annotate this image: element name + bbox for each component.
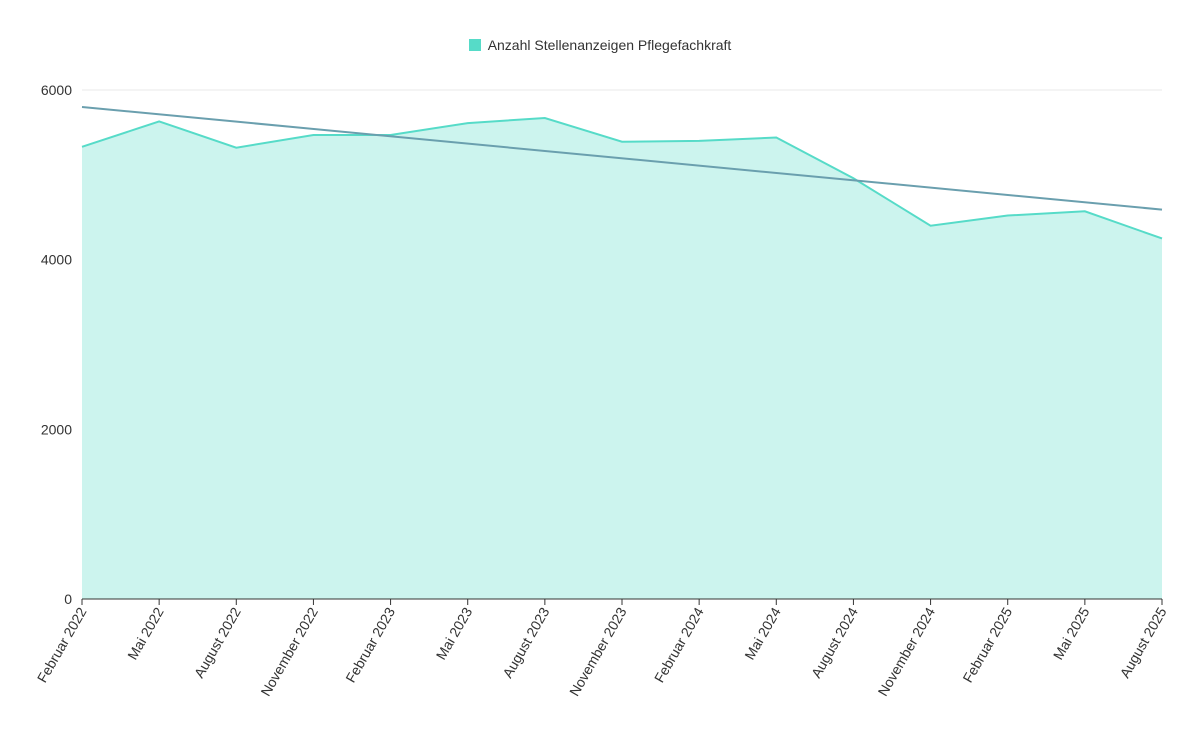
x-tick-label: November 2024 [875,604,939,698]
x-tick-label: Mai 2024 [741,604,784,662]
trend-line [81,105,1163,211]
series-line [81,116,1163,240]
data-point [80,145,84,149]
legend-label: Anzahl Stellenanzeigen Pflegefachkraft [487,37,732,53]
x-tick-label: Februar 2022 [34,604,90,685]
data-point [929,224,933,228]
y-tick-label: 0 [64,591,72,607]
x-tick-label: August 2025 [1116,604,1169,680]
data-point [234,146,238,150]
legend-swatch [468,39,481,51]
data-point [157,119,161,123]
x-tick-label: Mai 2022 [124,604,167,662]
y-tick-label: 2000 [41,421,72,437]
x-tick-label: Mai 2025 [1050,604,1093,662]
data-point [1160,236,1164,240]
data-point [620,140,624,144]
x-tick-label: Mai 2023 [433,604,476,662]
data-point [1006,214,1010,218]
area-fill [82,117,1162,600]
x-tick-label: Februar 2024 [651,604,707,685]
y-tick-label: 6000 [41,82,72,98]
x-tick-label: August 2022 [191,604,244,680]
x-tick-label: Februar 2023 [342,604,398,685]
data-point [311,133,315,137]
x-tick-label: Februar 2025 [959,604,1015,685]
data-point [774,136,778,140]
x-tick-label: November 2022 [257,604,321,698]
data-point [1083,209,1087,213]
x-tick-label: August 2024 [808,604,861,680]
x-tick-label: August 2023 [499,604,552,680]
x-tick-label: November 2023 [566,604,630,698]
chart-legend: Anzahl Stellenanzeigen Pflegefachkraft [0,37,1200,53]
y-tick-label: 4000 [41,252,72,268]
data-point [697,139,701,143]
data-point [466,121,470,125]
data-point [543,116,547,120]
